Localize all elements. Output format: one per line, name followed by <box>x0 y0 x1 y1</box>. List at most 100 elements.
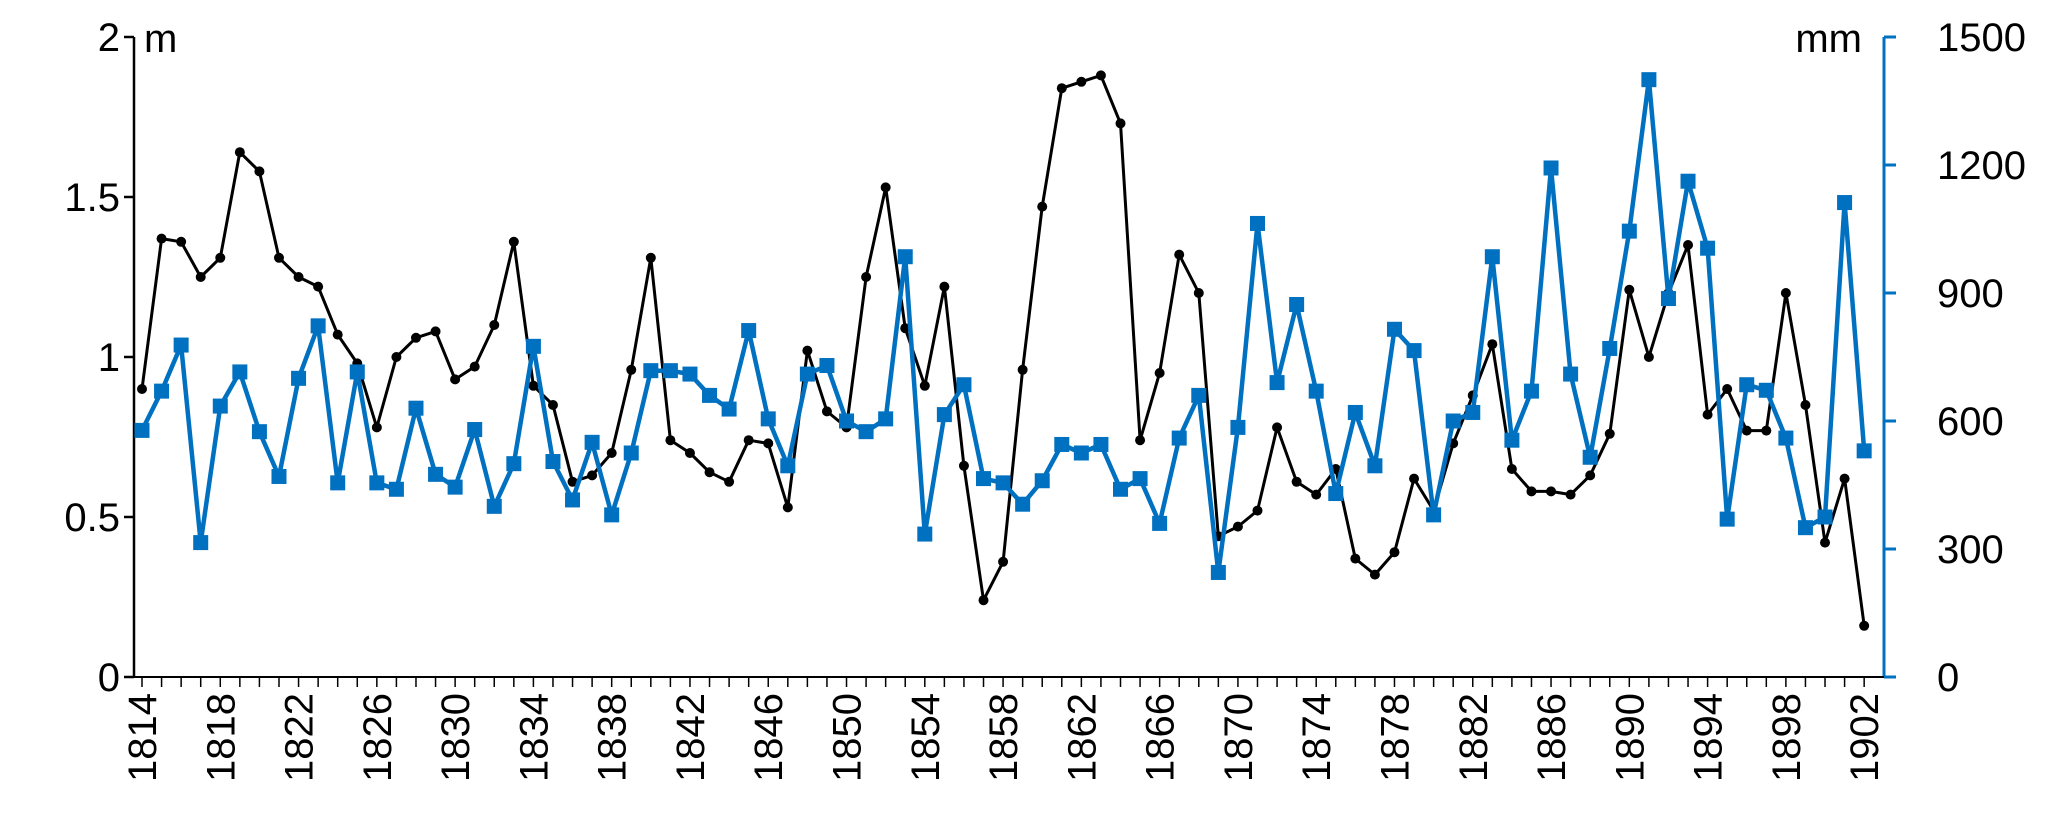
data-point-circle <box>919 380 930 391</box>
data-point-circle <box>1604 428 1615 439</box>
data-point-square <box>251 424 267 440</box>
data-point-square <box>1054 436 1070 452</box>
data-point-square <box>1837 195 1853 211</box>
data-point-square <box>1269 375 1285 391</box>
x-axis-tick-label: 1834 <box>512 693 556 782</box>
data-point-circle <box>1154 368 1165 378</box>
data-point-square <box>428 466 444 482</box>
left-axis-unit: m <box>144 17 177 61</box>
data-point-circle <box>724 476 735 487</box>
data-point-square <box>662 363 678 379</box>
series-right-axis <box>134 72 1872 580</box>
data-point-circle <box>469 361 480 372</box>
data-point-square <box>1015 496 1031 512</box>
data-point-circle <box>1350 553 1361 564</box>
data-point-circle <box>273 252 284 263</box>
data-point-square <box>212 398 228 414</box>
data-point-circle <box>1017 364 1028 375</box>
data-point-square <box>839 413 855 429</box>
data-point-circle <box>1624 284 1635 295</box>
data-point-square <box>1347 404 1363 420</box>
data-point-square <box>1523 383 1539 399</box>
data-point-square <box>193 535 209 551</box>
data-point-circle <box>1272 422 1283 433</box>
data-point-circle <box>528 380 539 391</box>
x-axis-tick-label: 1850 <box>826 693 870 782</box>
data-point-square <box>1856 443 1872 459</box>
data-point-square <box>134 422 150 438</box>
data-point-circle <box>704 467 715 478</box>
data-point-circle <box>1135 435 1146 446</box>
data-point-square <box>369 475 385 491</box>
data-point-square <box>565 492 581 508</box>
data-point-square <box>917 526 933 542</box>
data-point-square <box>1700 240 1716 256</box>
data-point-circle <box>1291 476 1302 487</box>
data-point-circle <box>1095 70 1106 81</box>
data-point-circle <box>626 364 637 375</box>
data-point-square <box>1758 382 1774 398</box>
data-point-circle <box>763 438 774 449</box>
x-axis-tick-label: 1902 <box>1843 693 1887 782</box>
data-point-square <box>1406 343 1422 359</box>
data-point-square <box>760 411 776 427</box>
x-axis-tick-label: 1894 <box>1687 693 1731 782</box>
data-point-square <box>1680 173 1696 189</box>
data-point-square <box>1426 507 1442 523</box>
right-axis-tick-label: 900 <box>1937 272 2004 316</box>
data-point-square <box>271 468 287 484</box>
data-point-square <box>1719 511 1735 527</box>
data-point-circle <box>1115 118 1126 129</box>
x-axis-tick-label: 1886 <box>1530 693 1574 782</box>
data-point-square <box>1113 481 1128 497</box>
data-point-circle <box>410 332 421 343</box>
x-axis-tick-label: 1858 <box>982 693 1026 782</box>
data-point-circle <box>645 252 656 263</box>
data-point-circle <box>998 556 1009 567</box>
data-point-circle <box>176 236 187 247</box>
data-point-square <box>1328 486 1344 502</box>
data-point-square <box>1132 471 1148 487</box>
data-point-circle <box>587 470 598 481</box>
data-point-square <box>1817 509 1833 525</box>
data-point-circle <box>1741 425 1752 436</box>
data-point-circle <box>1820 537 1831 548</box>
data-point-square <box>936 407 952 423</box>
data-point-square <box>1641 72 1657 88</box>
data-point-circle <box>1839 473 1850 484</box>
data-point-square <box>1386 321 1402 337</box>
data-point-square <box>291 370 307 386</box>
data-point-circle <box>782 502 793 513</box>
data-point-square <box>545 454 561 470</box>
right-axis-unit: mm <box>1795 17 1862 61</box>
data-point-square <box>1582 449 1598 465</box>
data-point-circle <box>1859 620 1870 631</box>
data-point-square <box>1289 297 1305 313</box>
data-point-square <box>584 434 600 450</box>
data-point-circle <box>1056 83 1067 94</box>
data-point-square <box>330 475 346 491</box>
data-point-circle <box>861 272 872 282</box>
data-point-square <box>1484 249 1500 265</box>
data-point-square <box>623 445 639 461</box>
x-axis-tick-label: 1854 <box>904 693 948 782</box>
x-axis-tick-label: 1866 <box>1139 693 1183 782</box>
x-axis-tick-label: 1846 <box>747 693 791 782</box>
x-axis-tick-label: 1898 <box>1765 693 1809 782</box>
data-point-square <box>1191 387 1207 403</box>
data-point-circle <box>215 252 226 263</box>
data-point-circle <box>1722 384 1733 394</box>
data-point-square <box>878 411 894 427</box>
x-axis-tick-label: 1874 <box>1295 693 1339 782</box>
data-point-square <box>1563 366 1579 382</box>
data-point-square <box>173 337 189 353</box>
data-point-circle <box>234 147 245 158</box>
data-point-circle <box>1800 400 1811 410</box>
right-axis-tick-label: 600 <box>1937 400 2004 444</box>
data-point-circle <box>665 435 676 446</box>
data-point-square <box>976 471 992 487</box>
data-point-circle <box>1565 489 1576 500</box>
data-point-circle <box>1252 505 1263 516</box>
data-point-circle <box>743 435 754 446</box>
